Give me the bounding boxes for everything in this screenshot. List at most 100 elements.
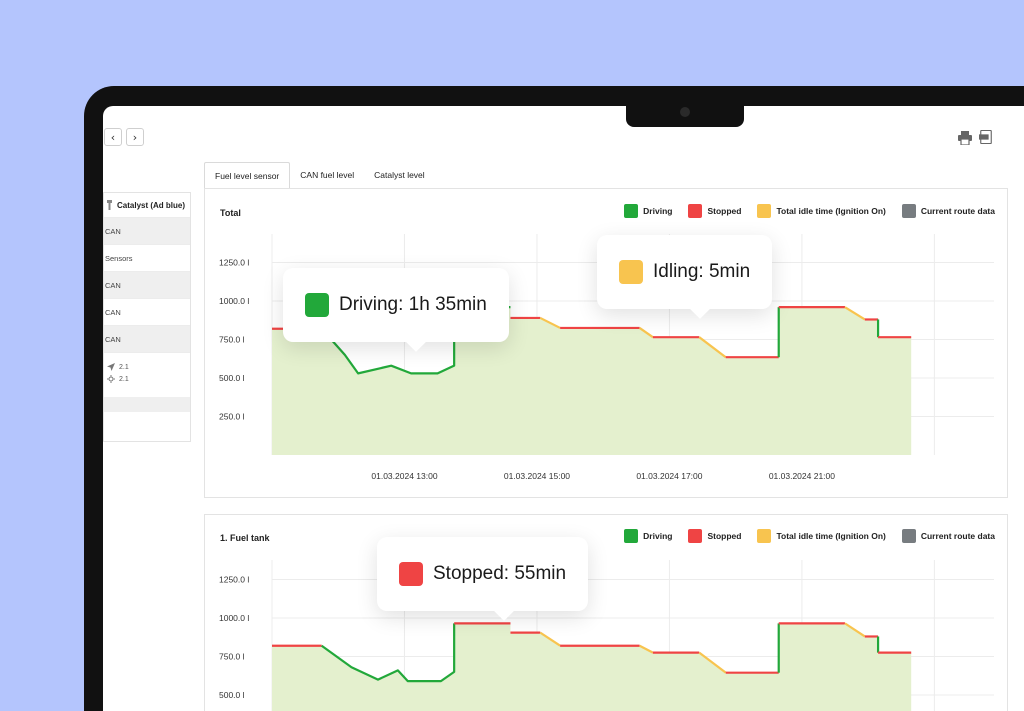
y-tick-label: 1250.0 l [219, 575, 249, 585]
navigation-icon [107, 363, 115, 371]
sidebar-row-label: Sensors [105, 253, 133, 263]
y-tick-label: 1000.0 l [219, 613, 249, 623]
tab-can-fuel-level[interactable]: CAN fuel level [290, 162, 364, 188]
legend-label: Current route data [920, 206, 995, 216]
tab-label: Fuel level sensor [215, 170, 280, 181]
legend-label: Stopped [707, 531, 742, 541]
x-tick-label: 01.03.2024 17:00 [636, 471, 702, 481]
sidebar-row[interactable]: Sensors [104, 244, 190, 271]
y-tick-label: 1000.0 l [219, 296, 249, 306]
sidebar-header: Catalyst (Ad blue) [104, 193, 190, 217]
legend-swatch [624, 529, 639, 543]
legend-item-stopped[interactable]: Stopped [688, 204, 741, 218]
fuel-chart-tank[interactable]: 1250.0 l 1000.0 l 750.0 l 500.0 l [205, 515, 1009, 711]
y-tick-label: 500.0 l [219, 690, 245, 700]
x-tick-label: 01.03.2024 15:00 [504, 471, 570, 481]
series-line-idle [698, 336, 727, 359]
sidebar-row-label: CAN [105, 307, 121, 317]
series-line-idle [844, 622, 866, 638]
y-tick-label: 1250.0 l [219, 258, 249, 268]
chart-legend: Driving Stopped Total idle time (Ignitio… [624, 204, 995, 218]
y-tick-label: 250.0 l [219, 412, 245, 422]
tooltip-idling: Idling: 5min [597, 235, 773, 319]
legend-swatch [624, 204, 639, 218]
tooltip-swatch [619, 260, 643, 284]
legend-label: Driving [643, 531, 673, 541]
chart-legend: Driving Stopped Total idle time (Ignitio… [624, 529, 995, 543]
legend-swatch [901, 529, 916, 543]
y-tick-label: 750.0 l [219, 652, 245, 662]
sidebar-row-label: CAN [105, 280, 121, 290]
forward-button[interactable]: › [126, 128, 144, 146]
sidebar-row-label: CAN [105, 334, 121, 344]
sidebar-panel: Catalyst (Ad blue) CAN Sensors CAN CAN C… [103, 192, 191, 442]
legend-label: Current route data [920, 531, 995, 541]
legend-item-driving[interactable]: Driving [624, 204, 672, 218]
x-tick-label: 01.03.2024 21:00 [769, 471, 835, 481]
pdf-icon[interactable] [978, 130, 994, 144]
sidebar-value-row: 2.1 [104, 361, 190, 373]
app-screen: ‹ › Catalyst (Ad blue) CAN Sensors CAN C… [103, 106, 1024, 711]
sidebar-value-row: 2.1 [104, 373, 190, 385]
sidebar-row[interactable]: CAN [104, 298, 190, 325]
tooltip-label: Driving: 1h 35min [339, 294, 487, 315]
legend-item-driving[interactable]: Driving [624, 529, 672, 543]
legend-swatch [688, 529, 703, 543]
tooltip-label: Idling: 5min [653, 261, 751, 282]
legend-label: Total idle time (Ignition On) [776, 206, 886, 216]
series-line-idle [638, 327, 654, 339]
legend-item-stopped[interactable]: Stopped [688, 529, 741, 543]
sidebar-value: 2.1 [119, 375, 129, 383]
fuel-chart-total[interactable]: 1250.0 l 1000.0 l 750.0 l 500.0 l 250.0 l 01.… [205, 189, 1009, 499]
sidebar-row[interactable]: CAN [104, 217, 190, 244]
tab-bar: Fuel level sensor CAN fuel level Catalys… [204, 162, 435, 188]
sidebar-value: 2.1 [119, 363, 129, 371]
tooltip-stopped: Stopped: 55min [377, 537, 589, 621]
legend-item-route[interactable]: Current route data [901, 529, 995, 543]
series-line-driving [321, 623, 456, 683]
fuel-area [272, 623, 912, 711]
sidebar-row[interactable]: CAN [104, 271, 190, 298]
y-tick-label: 500.0 l [219, 373, 245, 383]
chart-panel-fuel-tank: 1. Fuel tank Driving Stopped Total idle … [204, 514, 1008, 711]
legend-swatch [757, 204, 772, 218]
nozzle-icon [107, 200, 112, 210]
chevron-left-icon: ‹ [110, 130, 116, 144]
series-line-idle [698, 651, 727, 674]
chevron-right-icon: › [132, 130, 138, 144]
legend-swatch [757, 529, 772, 543]
chart-title: Total [220, 208, 241, 218]
sidebar-header-label: Catalyst (Ad blue) [117, 200, 186, 210]
fuel-area [272, 307, 912, 455]
legend-item-idle[interactable]: Total idle time (Ignition On) [757, 204, 886, 218]
back-button[interactable]: ‹ [104, 128, 122, 146]
legend-label: Driving [643, 206, 673, 216]
tooltip-driving: Driving: 1h 35min [283, 268, 509, 352]
legend-label: Stopped [707, 206, 742, 216]
chart-title: 1. Fuel tank [220, 533, 270, 543]
tooltip-swatch [399, 562, 423, 586]
sidebar-values: 2.1 2.1 [104, 352, 190, 397]
sun-icon [107, 375, 115, 383]
series-line-idle [539, 631, 561, 647]
tooltip-label: Stopped: 55min [433, 563, 567, 584]
tab-fuel-level-sensor[interactable]: Fuel level sensor [204, 162, 291, 188]
series-line-idle [844, 306, 866, 321]
sidebar-row-label: CAN [105, 226, 121, 236]
series-line-idle [539, 316, 561, 329]
legend-item-route[interactable]: Current route data [901, 204, 995, 218]
tab-label: CAN fuel level [300, 170, 355, 180]
legend-swatch [688, 204, 703, 218]
legend-item-idle[interactable]: Total idle time (Ignition On) [757, 529, 886, 543]
series-line-idle [639, 644, 654, 654]
legend-label: Total idle time (Ignition On) [776, 531, 886, 541]
tab-catalyst-level[interactable]: Catalyst level [364, 162, 435, 188]
sidebar-row[interactable]: CAN [104, 325, 190, 352]
legend-swatch [901, 204, 916, 218]
y-tick-label: 750.0 l [219, 335, 245, 345]
sidebar-footer-row [104, 397, 190, 412]
camera-icon [680, 107, 690, 117]
tab-label: Catalyst level [374, 170, 425, 180]
x-tick-label: 01.03.2024 13:00 [371, 471, 437, 481]
printer-icon[interactable] [957, 131, 973, 145]
